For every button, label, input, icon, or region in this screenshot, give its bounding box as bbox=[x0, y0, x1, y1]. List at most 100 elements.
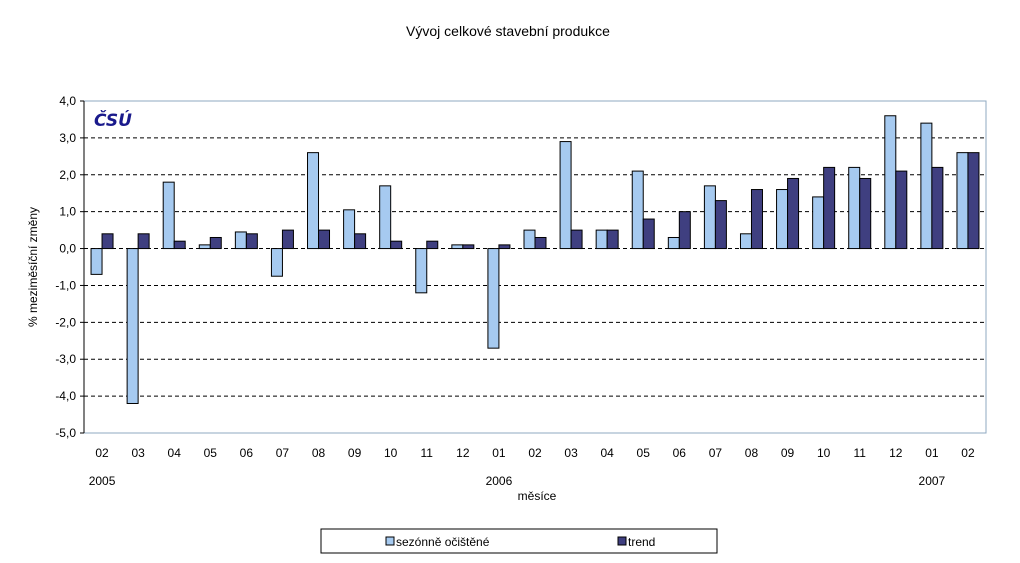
x-tick-label: 02 bbox=[528, 446, 542, 460]
y-axis-label: % meziměsíční změny bbox=[26, 207, 40, 327]
bar-trend bbox=[209, 236, 222, 250]
bar-trend bbox=[714, 200, 727, 250]
x-tick-label: 11 bbox=[853, 446, 866, 460]
x-tick-label: 06 bbox=[240, 446, 254, 460]
x-tick-label: 06 bbox=[673, 446, 687, 460]
bar-seasonal bbox=[703, 185, 716, 250]
bar-trend bbox=[859, 177, 872, 250]
x-tick-label: 03 bbox=[564, 446, 578, 460]
bar-trend bbox=[967, 152, 980, 250]
x-tick-label: 03 bbox=[131, 446, 145, 460]
bar-trend bbox=[318, 229, 331, 250]
bar-seasonal bbox=[884, 115, 897, 250]
legend: sezónně očištěné trend bbox=[320, 528, 718, 554]
x-tick-label: 02 bbox=[95, 446, 109, 460]
bar-seasonal bbox=[559, 141, 572, 250]
bar-seasonal bbox=[415, 248, 428, 294]
bar-trend bbox=[534, 236, 547, 250]
x-tick-label: 09 bbox=[348, 446, 362, 460]
bar-trend bbox=[281, 229, 294, 250]
bar-seasonal bbox=[739, 233, 752, 250]
bar-trend bbox=[354, 233, 367, 250]
x-tick-label: 07 bbox=[276, 446, 290, 460]
y-tick-label: -3,0 bbox=[55, 352, 76, 366]
bar-seasonal bbox=[595, 229, 608, 250]
bar-seasonal bbox=[270, 248, 283, 277]
y-tick-label: -2,0 bbox=[55, 315, 76, 329]
legend-label-trend: trend bbox=[628, 535, 655, 549]
bar-seasonal bbox=[523, 229, 536, 250]
legend-swatch-seasonal bbox=[385, 536, 395, 546]
x-tick-label: 01 bbox=[925, 446, 939, 460]
bar-seasonal bbox=[90, 248, 103, 275]
y-tick-label: 2,0 bbox=[59, 168, 76, 182]
x-tick-label: 10 bbox=[384, 446, 398, 460]
x-tick-label: 12 bbox=[456, 446, 470, 460]
bar-seasonal bbox=[234, 231, 247, 250]
x-ticks: 02 03 04 05 06 07 08 09 10 11 12 01 02 03 04 05 06 07 08 09… bbox=[89, 446, 975, 488]
legend-box bbox=[320, 528, 718, 554]
bar-seasonal bbox=[956, 152, 969, 250]
bar-trend bbox=[678, 211, 691, 250]
bar-seasonal bbox=[776, 189, 789, 250]
plot-area bbox=[83, 100, 987, 434]
bar-trend bbox=[101, 233, 114, 250]
year-label: 2007 bbox=[919, 474, 946, 488]
x-tick-label: 08 bbox=[745, 446, 759, 460]
csu-logo: ČSÚ bbox=[94, 109, 132, 131]
year-label: 2006 bbox=[486, 474, 513, 488]
y-ticks: 4,0 3,0 2,0 1,0 0,0 -1,0 -2,0 -3,0 -4,0 -5,0 bbox=[55, 94, 84, 440]
bar-seasonal bbox=[848, 166, 861, 250]
bar-seasonal bbox=[343, 209, 356, 250]
y-tick-label: -5,0 bbox=[55, 426, 76, 440]
bar-seasonal bbox=[198, 244, 211, 250]
x-tick-label: 09 bbox=[781, 446, 795, 460]
bar-seasonal bbox=[487, 248, 500, 349]
x-tick-label: 10 bbox=[817, 446, 831, 460]
y-tick-label: 0,0 bbox=[59, 242, 76, 256]
chart-title: Vývoj celkové stavební produkce bbox=[406, 23, 610, 39]
bar-seasonal bbox=[162, 181, 175, 250]
bar-seasonal bbox=[920, 122, 933, 250]
x-tick-label: 01 bbox=[492, 446, 506, 460]
bar-seasonal bbox=[812, 196, 825, 250]
year-label: 2005 bbox=[89, 474, 116, 488]
bar-trend bbox=[498, 244, 511, 250]
bar-trend bbox=[931, 166, 944, 250]
bar-trend bbox=[426, 240, 439, 250]
x-axis-label: měsíce bbox=[518, 489, 557, 503]
bar-seasonal bbox=[667, 236, 680, 250]
bar-trend bbox=[642, 218, 655, 250]
bar-trend bbox=[462, 244, 475, 250]
x-tick-label: 07 bbox=[709, 446, 723, 460]
bar-trend bbox=[570, 229, 583, 250]
x-tick-label: 05 bbox=[204, 446, 218, 460]
x-tick-label: 04 bbox=[168, 446, 182, 460]
bar-seasonal bbox=[126, 248, 139, 404]
bar-seasonal bbox=[379, 185, 392, 250]
bar-trend bbox=[750, 189, 763, 250]
bar-seasonal bbox=[631, 170, 644, 250]
bar-trend bbox=[787, 177, 800, 250]
gridlines bbox=[84, 137, 986, 397]
x-tick-label: 02 bbox=[961, 446, 975, 460]
bar-trend bbox=[823, 166, 836, 250]
x-tick-label: 05 bbox=[637, 446, 651, 460]
y-tick-label: 3,0 bbox=[59, 131, 76, 145]
y-tick-label: -4,0 bbox=[55, 389, 76, 403]
bar-seasonal bbox=[451, 244, 464, 250]
x-tick-label: 08 bbox=[312, 446, 326, 460]
bars bbox=[90, 115, 980, 404]
bar-trend bbox=[895, 170, 908, 250]
legend-label-seasonal: sezónně očištěné bbox=[396, 535, 490, 549]
y-tick-label: 4,0 bbox=[59, 94, 76, 108]
y-tick-label: 1,0 bbox=[59, 205, 76, 219]
bar-trend bbox=[245, 233, 258, 250]
bar-trend bbox=[173, 240, 186, 250]
x-tick-label: 04 bbox=[600, 446, 614, 460]
legend-swatch-trend bbox=[617, 536, 627, 546]
x-tick-label: 12 bbox=[889, 446, 903, 460]
bar-trend bbox=[606, 229, 619, 250]
bar-trend bbox=[390, 240, 403, 250]
